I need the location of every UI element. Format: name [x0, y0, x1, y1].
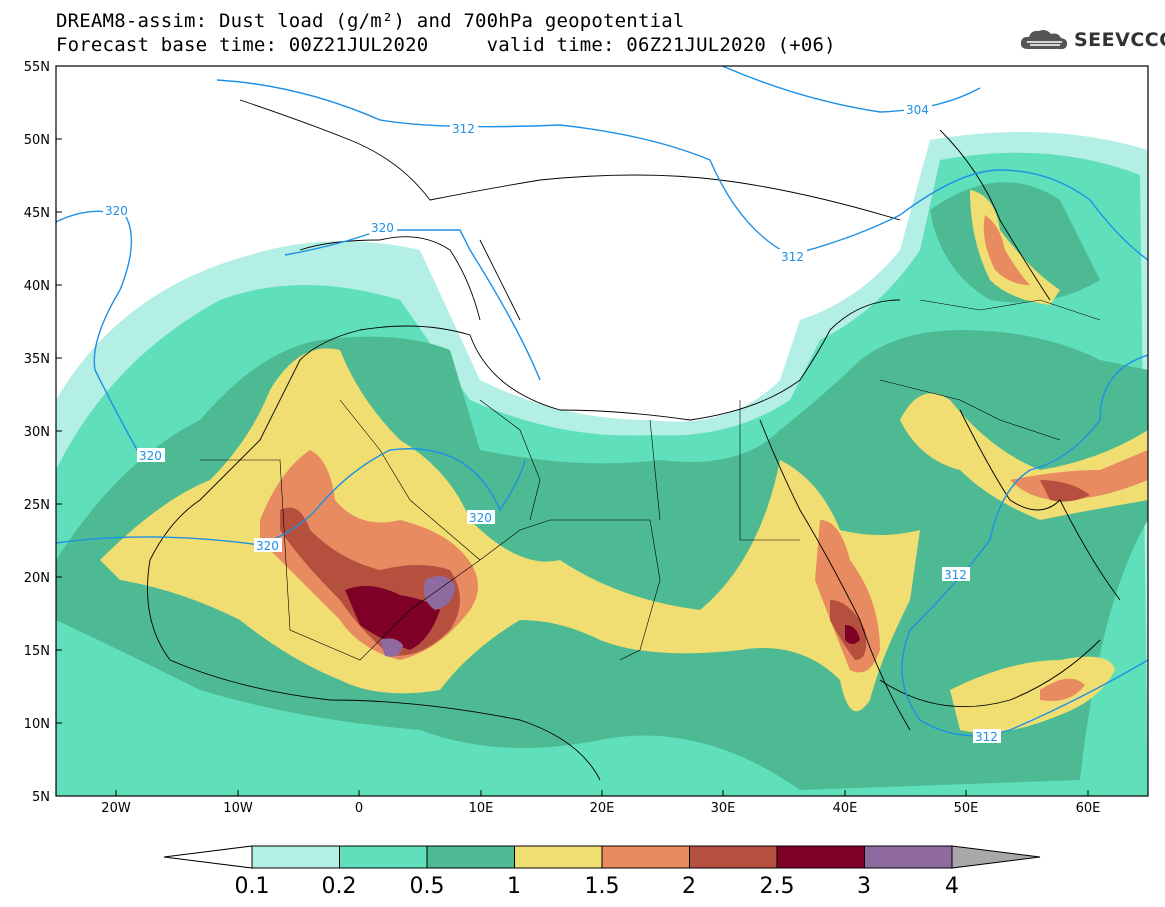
- lon-label: 50E: [954, 801, 979, 816]
- colorbar-box: [689, 845, 778, 869]
- colorbar-label: 2.5: [760, 874, 795, 899]
- colorbar-box: [601, 845, 690, 869]
- contour-304: [720, 66, 981, 113]
- dust-level-3: [345, 586, 440, 650]
- contour-label: 312: [944, 568, 967, 582]
- map-subtitle-times: Forecast base time: 00Z21JUL2020 valid t…: [56, 34, 836, 56]
- lon-label: 60E: [1076, 801, 1101, 816]
- lon-label: 20W: [101, 801, 131, 816]
- contour-label: 304: [906, 103, 929, 117]
- logo-text: SEEVCCC: [1074, 29, 1165, 51]
- contour-320-central: [56, 448, 526, 546]
- contour-label: 320: [256, 539, 279, 553]
- lat-label: 20N: [24, 571, 50, 586]
- dust-level-1: [100, 348, 920, 712]
- lon-label: 10W: [223, 801, 253, 816]
- cloud-icon: [1020, 30, 1068, 50]
- lat-label: 55N: [24, 60, 50, 75]
- colorbar-label: 0.2: [322, 874, 357, 899]
- colorbar-low-arrow: [163, 845, 253, 869]
- dust-field: [56, 66, 1148, 796]
- colorbar-box: [864, 845, 953, 869]
- colorbar-box: [776, 845, 865, 869]
- colorbar-label: 0.5: [410, 874, 445, 899]
- contour-label: 312: [452, 122, 475, 136]
- lon-axis: 20W 10W 0 10E 20E 30E 40E 50E 60E: [101, 790, 1100, 816]
- contour-label: 312: [975, 730, 998, 744]
- coastlines: [147, 99, 1121, 781]
- map-title: DREAM8-assim: Dust load (g/m²) and 700hP…: [56, 10, 685, 32]
- contour-label: 312: [781, 250, 804, 264]
- contour-label: 320: [469, 511, 492, 525]
- lat-label: 40N: [24, 279, 50, 294]
- colorbar-label: 3: [857, 874, 871, 899]
- colorbar-box: [514, 845, 603, 869]
- colorbar-high-arrow: [951, 845, 1041, 869]
- colorbar-label: 2: [682, 874, 696, 899]
- lat-label: 25N: [24, 498, 50, 513]
- contour-label: 320: [139, 449, 162, 463]
- lon-label: 0: [355, 801, 363, 816]
- lat-label: 35N: [24, 352, 50, 367]
- contour-label-group: 312 304 320 320 312 312 320 320 312 320: [103, 102, 1001, 744]
- lon-label: 40E: [833, 801, 858, 816]
- lon-label: 30E: [711, 801, 736, 816]
- lat-label: 10N: [24, 717, 50, 732]
- lon-label: 10E: [469, 801, 494, 816]
- colorbar-label: 1.5: [585, 874, 620, 899]
- contour-312-north: [216, 79, 1148, 261]
- colorbar: 0.1 0.2 0.5 1 1.5 2 2.5 3 4: [163, 845, 1041, 899]
- lon-label: 20E: [590, 801, 615, 816]
- colorbar-label: 0.1: [235, 874, 270, 899]
- lat-axis: 55N 50N 45N 40N 35N 30N 25N 20N 15N 10N …: [24, 60, 62, 805]
- lat-label: 30N: [24, 425, 50, 440]
- dust-level-4: [423, 576, 455, 610]
- lat-label: 15N: [24, 644, 50, 659]
- country-borders: [200, 299, 1101, 661]
- geopotential-contours: [56, 66, 1148, 737]
- lat-label: 50N: [24, 133, 50, 148]
- colorbar-box: [339, 845, 428, 869]
- contour-label: 320: [371, 221, 394, 235]
- colorbar-box: [251, 845, 340, 869]
- seevccc-logo: SEEVCCC: [1018, 26, 1165, 54]
- contour-312-east: [901, 354, 1148, 737]
- colorbar-label: 1: [507, 874, 521, 899]
- lat-label: 45N: [24, 206, 50, 221]
- contour-label: 320: [105, 204, 128, 218]
- colorbar-box: [426, 845, 515, 869]
- colorbar-label: 4: [945, 874, 959, 899]
- lat-label: 5N: [32, 790, 50, 805]
